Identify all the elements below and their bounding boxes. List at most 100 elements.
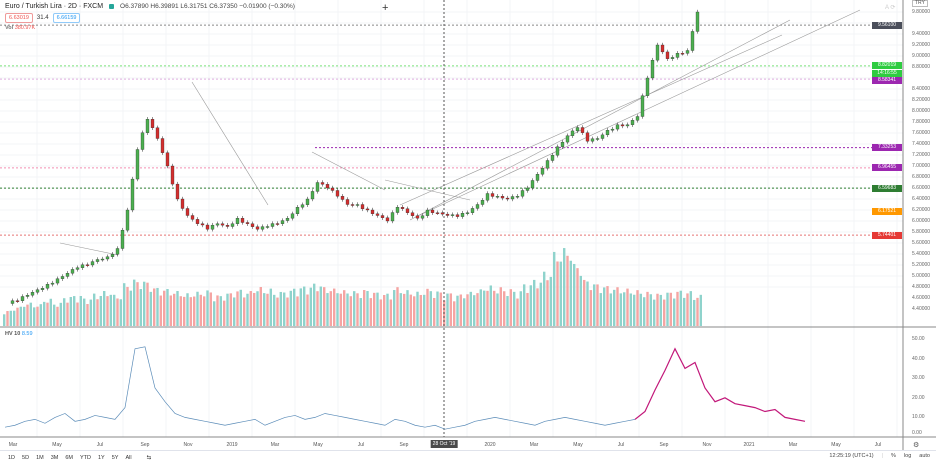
range-button-all[interactable]: All	[125, 454, 132, 461]
candle	[85, 264, 90, 266]
volume-bar	[259, 287, 262, 326]
time-axis-label: Mar	[8, 442, 18, 448]
volume-bar	[579, 275, 582, 326]
volume-bar	[306, 294, 309, 326]
volume-bar	[559, 261, 562, 326]
volume-bar	[626, 288, 629, 326]
price-axis-label: 7.20000	[912, 152, 931, 158]
candle	[50, 282, 55, 285]
range-button-6m[interactable]: 6M	[65, 454, 73, 461]
currency-button[interactable]: TRY	[912, 0, 928, 7]
auto-toggle[interactable]: auto	[919, 453, 930, 459]
volume-bar	[616, 287, 619, 326]
indicator-value: 8.59	[21, 331, 33, 337]
candle	[565, 135, 570, 143]
volume-bar	[516, 298, 519, 326]
volume-bar	[29, 302, 32, 326]
candle	[205, 224, 210, 230]
candle	[120, 229, 125, 249]
volume-bar	[229, 293, 232, 326]
auto-scale-icon[interactable]: A ⟳	[885, 5, 896, 11]
range-button-1y[interactable]: 1Y	[97, 454, 105, 461]
candle	[630, 120, 635, 125]
volume-bar	[523, 284, 526, 326]
volume-bar	[43, 301, 46, 326]
volume-bar	[243, 297, 246, 326]
candle	[500, 196, 505, 199]
volume-bar	[36, 306, 39, 326]
candle	[485, 193, 490, 201]
volume-bar	[403, 293, 406, 326]
log-toggle[interactable]: log	[903, 453, 912, 459]
volume-bar	[223, 300, 226, 326]
volume-bar	[179, 296, 182, 326]
volume-bar	[236, 291, 239, 326]
volume-bar	[143, 281, 146, 326]
volume-bar	[496, 293, 499, 326]
settings-gear-icon[interactable]: ⚙	[913, 442, 920, 449]
indicator-legend[interactable]: HV 10 8.59	[5, 331, 33, 337]
range-button-1d[interactable]: 1D	[8, 454, 16, 461]
volume-bar	[679, 290, 682, 326]
sell-button[interactable]: 6.63019	[5, 13, 33, 23]
range-button-5y[interactable]: 5Y	[111, 454, 119, 461]
volume-bar	[699, 294, 702, 326]
price-axis-label: 7.80000	[912, 119, 931, 125]
price-axis-label: 7.40000	[912, 141, 931, 147]
volume-bar	[199, 294, 202, 326]
volume-bar	[96, 299, 99, 326]
volume-bar	[339, 293, 342, 326]
volume-bar	[449, 293, 452, 326]
compare-range-icon[interactable]: ⇆	[146, 454, 152, 461]
trade-buttons: 6.63019 31.4 6.66159	[5, 13, 81, 23]
candle	[250, 223, 255, 227]
candle	[660, 44, 665, 53]
volume-bar	[326, 293, 329, 326]
candle	[230, 223, 235, 227]
volume-label: Vol	[5, 25, 14, 31]
volume-bar	[566, 255, 569, 326]
buy-button[interactable]: 6.66159	[52, 13, 81, 23]
time-axis-label: Nov	[183, 442, 193, 448]
time-axis-label: Sep	[140, 442, 150, 448]
candle	[195, 219, 200, 224]
volume-bar	[356, 293, 359, 326]
candle	[40, 288, 45, 290]
volume-bar	[156, 287, 159, 326]
trend-line	[409, 19, 791, 221]
volume-bar	[149, 291, 152, 326]
crosshair-time-label: 28 Oct '19	[430, 440, 458, 448]
candle	[175, 183, 180, 200]
time-axis-label: Nov	[702, 442, 712, 448]
range-button-3m[interactable]: 3M	[50, 454, 59, 461]
price-axis-label: 9.20000	[912, 42, 931, 48]
volume-bar	[593, 284, 596, 326]
symbol-title[interactable]: Euro / Turkish Lira · 2D · FXCM	[5, 3, 104, 10]
range-button-1m[interactable]: 1M	[36, 454, 44, 461]
volume-bar	[623, 292, 626, 326]
volume-bar	[119, 299, 122, 326]
volume-bar	[203, 296, 206, 326]
oscillator-axis-label: 0.00	[912, 430, 922, 436]
candle	[595, 138, 600, 140]
candle	[300, 204, 305, 208]
candle	[655, 44, 660, 61]
clock-time[interactable]: 12:25:19 (UTC+1)	[829, 453, 874, 459]
percent-toggle[interactable]: %	[891, 453, 896, 459]
candle	[450, 214, 455, 216]
range-button-ytd[interactable]: YTD	[79, 454, 91, 461]
volume-bar	[69, 297, 72, 326]
candle	[575, 127, 580, 132]
volume-bar	[359, 298, 362, 326]
range-button-5d[interactable]: 5D	[22, 454, 30, 461]
time-axis-label: Jul	[874, 442, 882, 448]
indicator-name: HV 10	[5, 331, 21, 337]
candle	[525, 187, 530, 191]
volume-bar	[26, 304, 29, 326]
volume-bar	[469, 291, 472, 326]
candle	[330, 187, 335, 191]
candle	[695, 11, 700, 32]
volume-bar	[526, 292, 529, 326]
candle	[245, 222, 250, 224]
